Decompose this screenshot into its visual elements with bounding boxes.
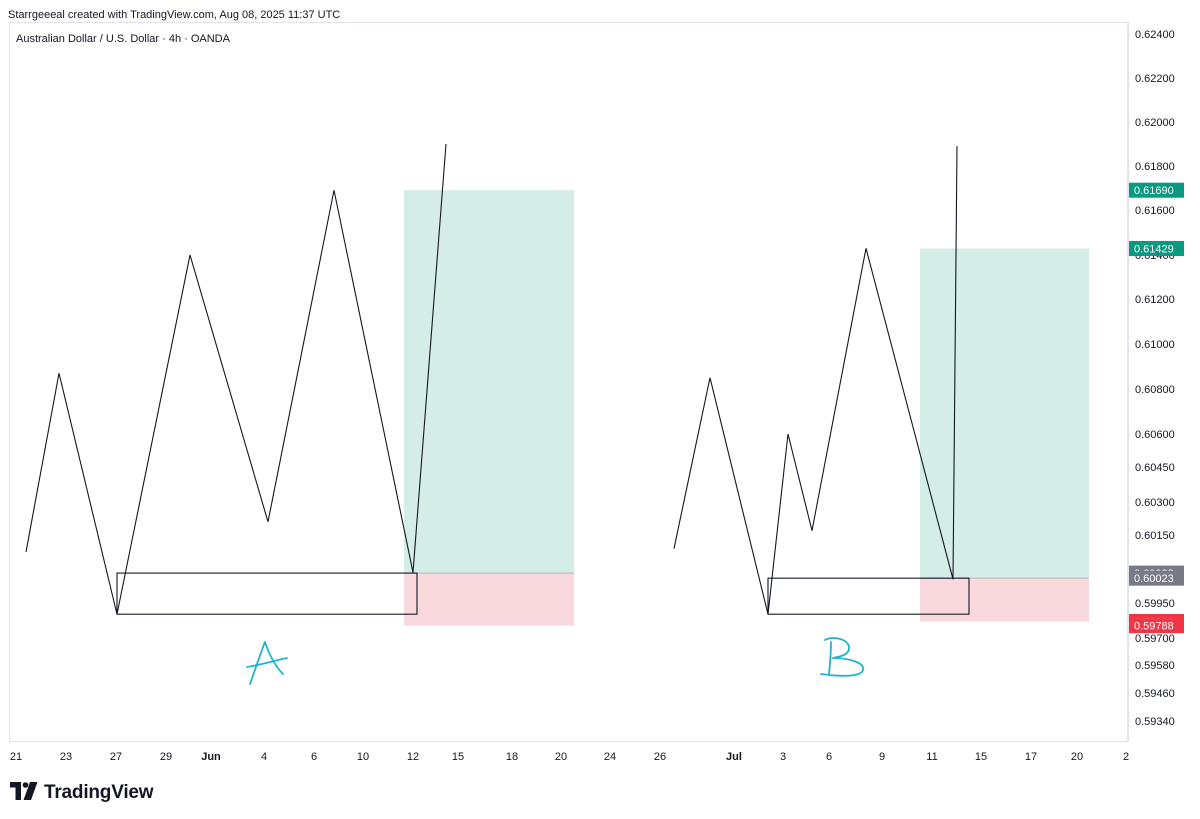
- time-tick-label: 4: [261, 751, 267, 763]
- time-tick-label: 3: [780, 751, 786, 763]
- time-tick-label: 18: [506, 751, 518, 763]
- tradingview-logo-icon: [10, 781, 38, 805]
- time-tick-label: 9: [879, 751, 885, 763]
- handwritten-labels: [246, 637, 864, 685]
- handwritten-label-A: [246, 641, 288, 685]
- time-tick-label: 21: [10, 751, 22, 763]
- price-badge-bg: [1129, 182, 1184, 198]
- price-lines: [25, 143, 958, 615]
- time-tick-label: 23: [60, 751, 72, 763]
- time-tick-label: 20: [1071, 751, 1083, 763]
- price-tick-label: 0.60800: [1135, 384, 1175, 396]
- price-tick-label: 0.62200: [1135, 73, 1175, 85]
- time-tick-label: 11: [926, 751, 937, 763]
- time-tick-label: 15: [452, 751, 464, 763]
- position-zones: [404, 190, 1089, 626]
- price-badge-label: 0.61690: [1134, 185, 1174, 197]
- price-badge-bg: [1129, 618, 1184, 634]
- time-axis: 21 23 27 29 Jun 4 6 10 12 15 18 20 24 26 Jul 3 6 9 11 15 17 2…: [10, 751, 1129, 763]
- price-tick-label: 0.60300: [1135, 497, 1175, 509]
- time-tick-label: 12: [407, 751, 419, 763]
- time-tick-label: 15: [975, 751, 987, 763]
- price-badge-label: 0.60023: [1134, 573, 1174, 585]
- price-tick-label: 0.62400: [1135, 29, 1175, 41]
- price-tick-label: 0.61800: [1135, 161, 1175, 173]
- price-axis: 0.62400 0.62200 0.62000 0.61800 0.61600 0.614…: [1135, 29, 1175, 728]
- price-tick-label: 0.59580: [1135, 660, 1175, 672]
- price-badge-0.61690: 0.61690: [1129, 182, 1184, 198]
- profit-zone-B: [920, 248, 1089, 579]
- chart-credit: Starrgeeeal created with TradingView.com…: [8, 9, 341, 21]
- price-badge-label: 0.61429: [1134, 243, 1174, 255]
- time-tick-label: 20: [555, 751, 567, 763]
- time-tick-label: Jul: [726, 751, 742, 763]
- price-tick-label: 0.61200: [1135, 294, 1175, 306]
- time-tick-label: 6: [311, 751, 317, 763]
- price-tick-label: 0.60150: [1135, 530, 1175, 542]
- loss-zone-B: [920, 578, 1089, 622]
- price-path-B: [673, 146, 958, 615]
- price-tick-label: 0.60600: [1135, 429, 1175, 441]
- symbol-title: Australian Dollar / U.S. Dollar · 4h · O…: [16, 33, 230, 45]
- time-tick-label: 2: [1123, 751, 1129, 763]
- price-tick-label: 0.61000: [1135, 339, 1175, 351]
- price-badges: 0.616900.614290.600380.600230.598180.597…: [1129, 182, 1184, 634]
- brand-name: TradingView: [44, 782, 154, 803]
- tradingview-brand[interactable]: TradingView: [10, 781, 154, 805]
- price-tick-label: 0.59460: [1135, 688, 1175, 700]
- chart-pane[interactable]: [9, 22, 1128, 742]
- profit-zone-A: [404, 190, 574, 574]
- entry-boxes: [116, 572, 970, 615]
- price-tick-label: 0.59950: [1135, 598, 1175, 610]
- time-tick-label: 10: [357, 751, 369, 763]
- price-badge-bg: [1129, 240, 1184, 256]
- loss-zone-A: [404, 573, 574, 626]
- demand-box-B: [767, 577, 970, 615]
- time-tick-label: 27: [110, 751, 122, 763]
- handwritten-label-B: [820, 637, 864, 677]
- price-axis-divider: [1128, 22, 1129, 742]
- time-tick-label: 29: [160, 751, 172, 763]
- price-badge-0.61429: 0.61429: [1129, 240, 1184, 256]
- price-badge-label: 0.59788: [1134, 621, 1174, 633]
- price-tick-label: 0.60450: [1135, 462, 1175, 474]
- price-badge-0.59788: 0.59788: [1129, 618, 1184, 634]
- demand-box-A: [116, 572, 418, 615]
- price-badge-0.60023: 0.60023: [1129, 570, 1184, 586]
- time-tick-label: Jun: [201, 751, 221, 763]
- price-tick-label: 0.59340: [1135, 716, 1175, 728]
- time-tick-label: 26: [654, 751, 666, 763]
- time-tick-label: 17: [1025, 751, 1037, 763]
- price-path-A: [25, 143, 447, 615]
- price-tick-label: 0.62000: [1135, 117, 1175, 129]
- price-tick-label: 0.59700: [1135, 633, 1175, 645]
- price-tick-label: 0.61600: [1135, 205, 1175, 217]
- price-badge-bg: [1129, 570, 1184, 586]
- time-tick-label: 24: [604, 751, 616, 763]
- time-tick-label: 6: [826, 751, 832, 763]
